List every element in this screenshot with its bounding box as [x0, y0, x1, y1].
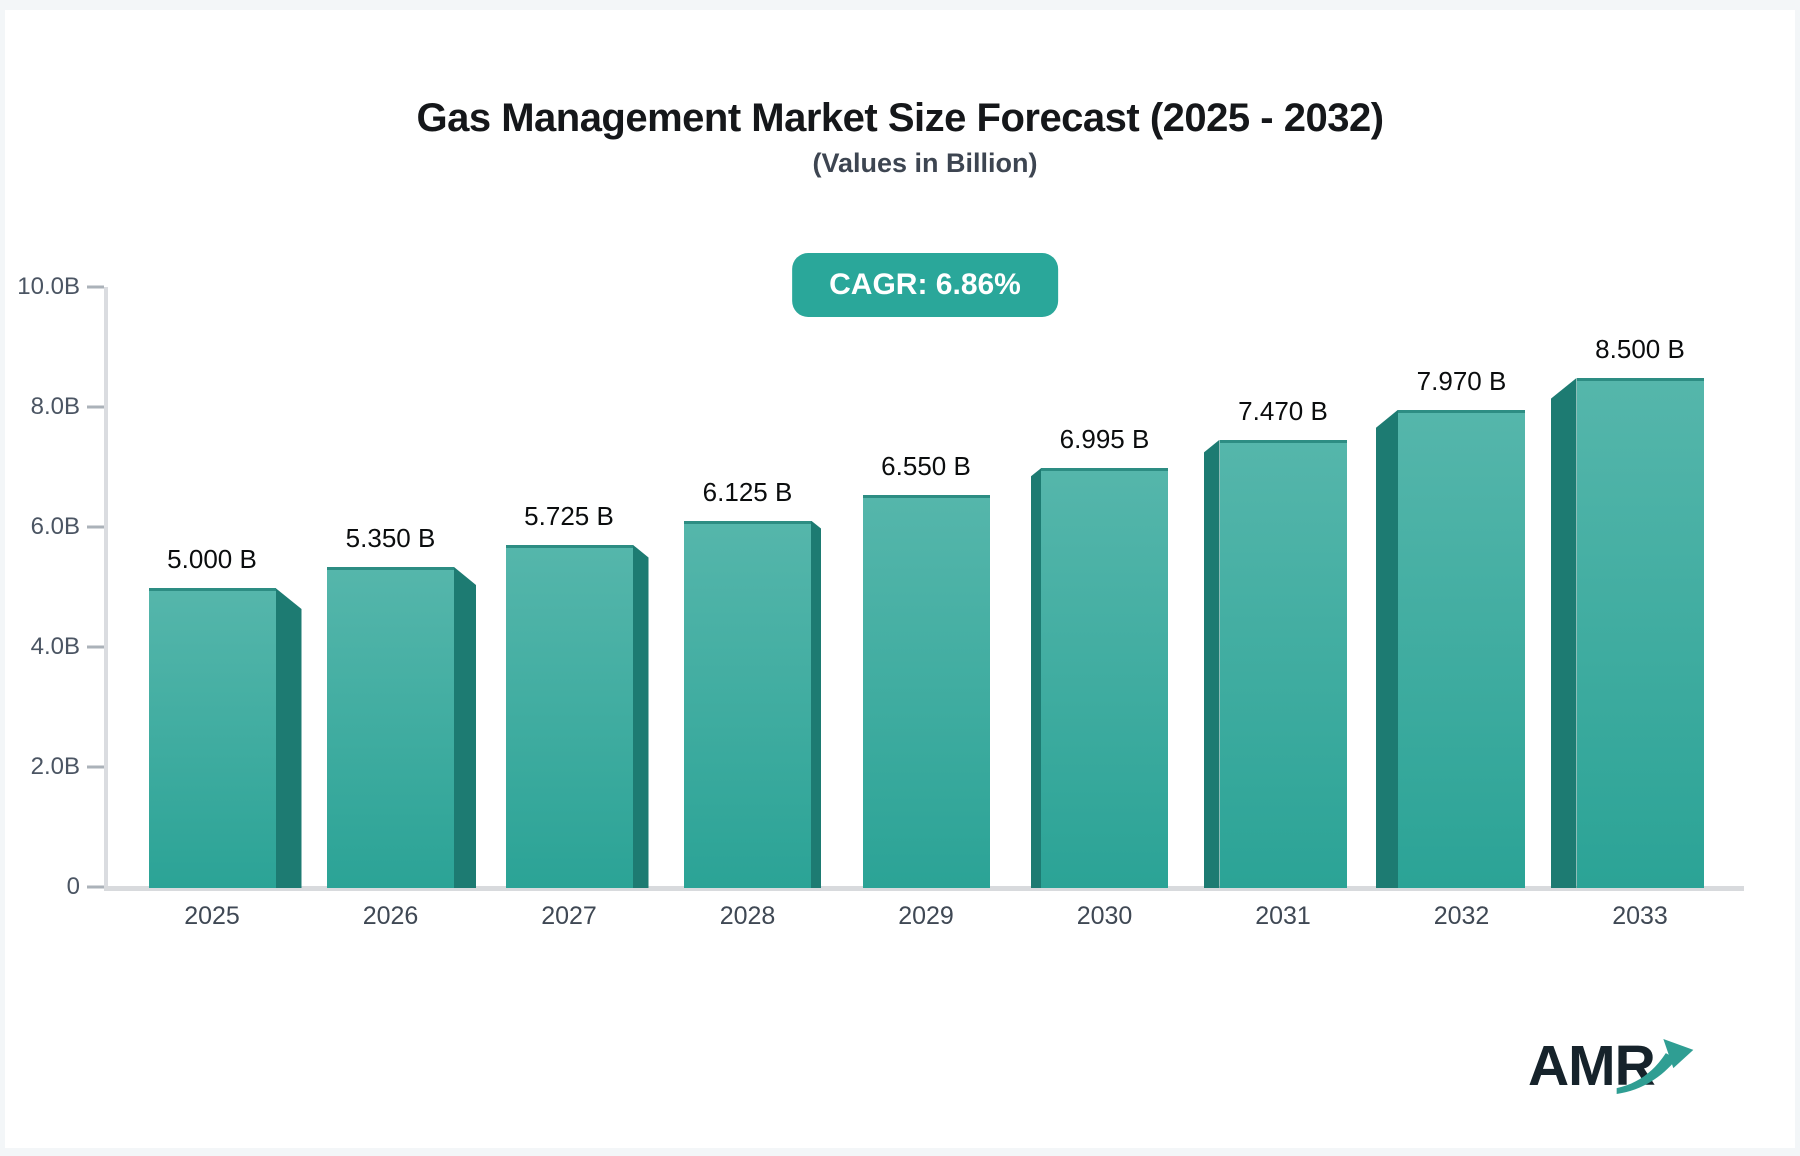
y-axis-tick-mark	[87, 885, 104, 889]
y-axis-tick-label: 0	[66, 873, 80, 900]
bar-2033	[1576, 378, 1704, 888]
y-axis-tick-label: 4.0B	[30, 633, 80, 660]
bar-value-label: 8.500 B	[1595, 334, 1685, 364]
bar-value-label: 6.125 B	[702, 476, 793, 507]
x-axis-label: 2027	[541, 902, 597, 930]
bar-2025	[148, 588, 276, 888]
y-axis-tick-label: 8.0B	[30, 393, 80, 420]
chart-subtitle: (Values in Billion)	[812, 148, 1038, 178]
y-axis-tick-label: 10.0B	[17, 273, 80, 300]
bar-value-label: 5.350 B	[345, 523, 436, 553]
y-axis-tick-mark	[87, 405, 104, 409]
x-axis-label: 2028	[719, 902, 776, 930]
chart-title: Gas Management Market Size Forecast (202…	[416, 96, 1384, 140]
x-axis-label: 2032	[1433, 902, 1490, 930]
y-axis-tick-mark	[87, 645, 104, 649]
y-axis-tick-label: 2.0B	[30, 753, 80, 780]
bar-value-label: 7.970 B	[1416, 365, 1507, 396]
x-axis-label: 2030	[1076, 902, 1133, 930]
bar-2032	[1398, 409, 1525, 888]
bar-value-label: 6.995 B	[1059, 424, 1150, 455]
bar-value-label: 6.550 B	[881, 451, 971, 481]
bar-value-label: 5.000 B	[167, 544, 257, 574]
x-axis-label: 2029	[898, 902, 954, 930]
x-axis-label: 2031	[1255, 902, 1311, 930]
bar-2026	[327, 567, 454, 888]
bar-side-shade-2030	[1031, 468, 1041, 888]
bar-value-label: 5.725 B	[524, 500, 614, 531]
x-axis-label: 2033	[1612, 902, 1668, 930]
y-axis-line	[104, 287, 108, 889]
bar-2028	[684, 520, 811, 888]
bar-side-shade-2033	[1550, 378, 1577, 888]
bar-side-shade-2025	[275, 588, 302, 888]
bar-side-shade-2031	[1203, 439, 1220, 888]
cagr-badge: CAGR: 6.86%	[792, 253, 1058, 317]
y-axis-tick-mark	[87, 525, 104, 529]
y-axis-tick-mark	[87, 765, 104, 769]
bar-side-shade-2027	[632, 544, 649, 888]
bar-2030	[1041, 468, 1168, 888]
bar-side-shade-2032	[1376, 409, 1398, 888]
bar-2029	[862, 495, 990, 888]
y-axis-tick-mark	[87, 285, 104, 289]
amr-logo: AMR	[1528, 1033, 1708, 1113]
x-axis-label: 2025	[184, 902, 240, 930]
x-axis-line	[104, 886, 1744, 891]
bar-value-label: 7.470 B	[1238, 395, 1328, 426]
bar-2027	[505, 544, 633, 888]
bar-side-shade-2026	[454, 567, 476, 888]
y-axis-tick-label: 6.0B	[30, 513, 80, 540]
bar-2031	[1219, 439, 1347, 888]
x-axis-label: 2026	[362, 902, 419, 930]
trend-up-arrow-icon	[1616, 1039, 1694, 1094]
bar-side-shade-2028	[811, 520, 821, 888]
